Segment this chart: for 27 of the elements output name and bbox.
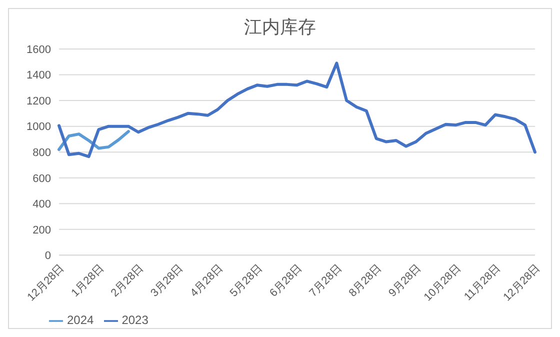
x-tick-label: 11月28日	[462, 262, 503, 304]
y-tick-label: 600	[32, 172, 51, 185]
y-tick-label: 400	[32, 198, 51, 211]
x-tick-label: 3月28日	[148, 262, 186, 300]
y-tick-label: 1200	[26, 95, 51, 108]
legend-label: 2023	[122, 313, 148, 328]
x-tick-label: 9月28日	[386, 262, 424, 300]
y-tick-label: 0	[44, 250, 51, 262]
x-tick-label: 10月28日	[422, 262, 464, 304]
line-series	[58, 62, 536, 158]
chart-title: 江内库存	[243, 16, 317, 39]
x-tick-label: 6月28日	[268, 262, 305, 300]
y-tick-label: 800	[32, 146, 51, 159]
x-tick-label: 12月28日	[501, 262, 543, 304]
x-tick-label: 1月28日	[69, 262, 106, 300]
x-tick-label: 2月28日	[108, 262, 146, 300]
x-tick-label: 7月28日	[307, 262, 344, 300]
line-series	[58, 130, 130, 152]
y-tick-label: 1600	[26, 44, 51, 56]
legend-label: 2024	[67, 313, 94, 328]
x-tick-label: 5月28日	[228, 262, 265, 300]
y-tick-label: 1000	[26, 121, 51, 134]
x-tick-label: 12月28日	[25, 262, 67, 304]
y-tick-label: 200	[32, 224, 51, 236]
x-tick-label: 4月28日	[188, 262, 226, 300]
x-tick-label: 8月28日	[346, 262, 384, 300]
y-tick-label: 1400	[26, 70, 51, 82]
